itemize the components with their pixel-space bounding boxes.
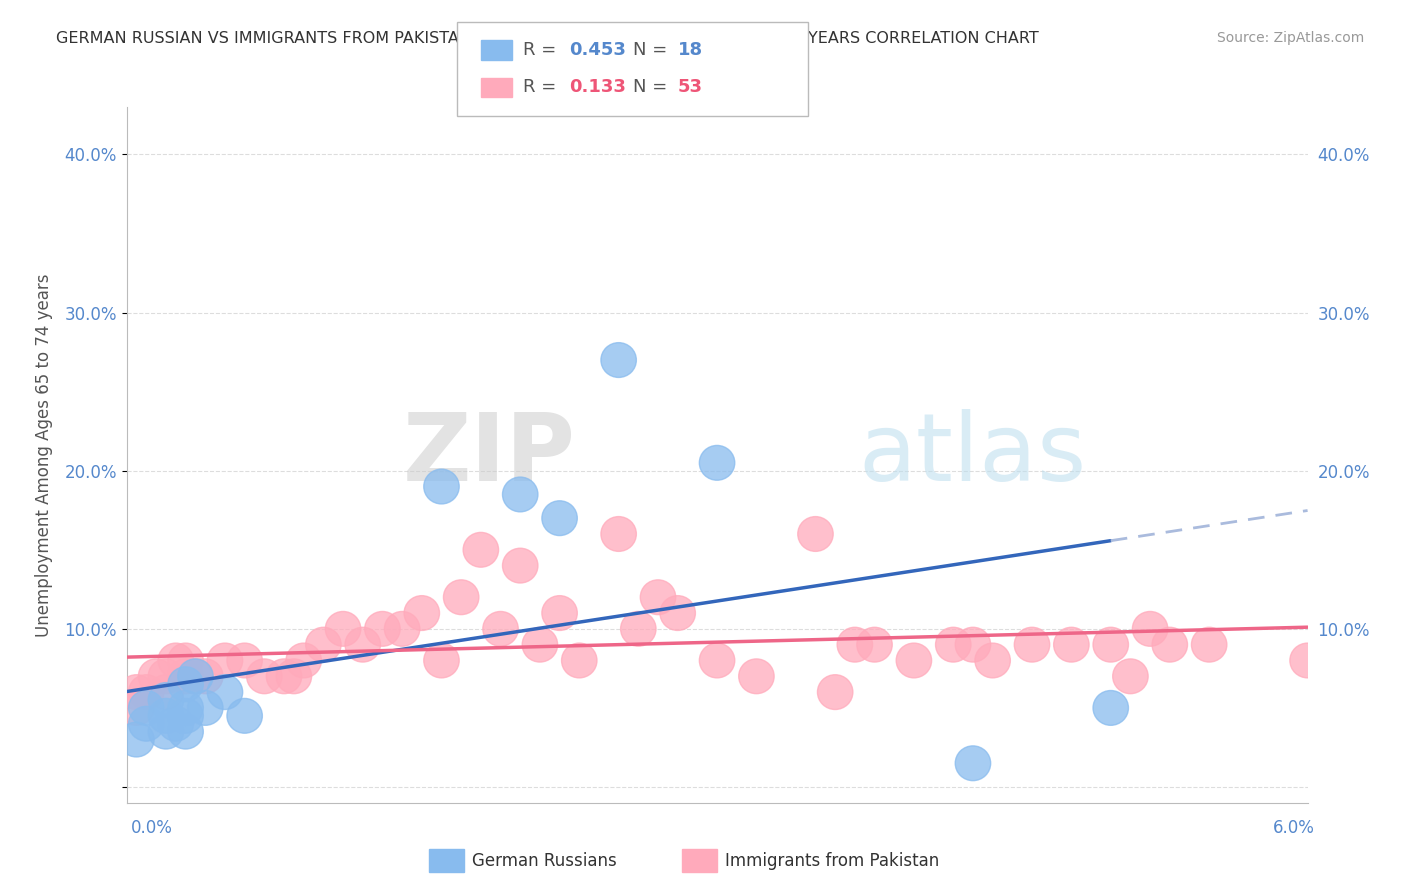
Ellipse shape <box>620 612 657 646</box>
Ellipse shape <box>423 469 460 504</box>
Ellipse shape <box>935 627 972 662</box>
Ellipse shape <box>955 746 991 780</box>
Ellipse shape <box>699 445 735 480</box>
Text: atlas: atlas <box>859 409 1087 501</box>
Text: 0.0%: 0.0% <box>131 819 173 837</box>
Ellipse shape <box>246 659 283 694</box>
Ellipse shape <box>226 643 263 678</box>
Ellipse shape <box>482 612 519 646</box>
Text: R =: R = <box>523 41 562 59</box>
Ellipse shape <box>157 706 194 741</box>
Ellipse shape <box>118 723 155 757</box>
Ellipse shape <box>1152 627 1188 662</box>
Ellipse shape <box>502 477 538 512</box>
Text: Immigrants from Pakistan: Immigrants from Pakistan <box>725 852 939 870</box>
Ellipse shape <box>659 596 696 631</box>
Ellipse shape <box>167 643 204 678</box>
Ellipse shape <box>187 659 224 694</box>
Ellipse shape <box>305 627 342 662</box>
Ellipse shape <box>837 627 873 662</box>
Ellipse shape <box>561 643 598 678</box>
Text: R =: R = <box>523 78 562 96</box>
Ellipse shape <box>177 659 214 694</box>
Text: Source: ZipAtlas.com: Source: ZipAtlas.com <box>1216 31 1364 45</box>
Ellipse shape <box>128 706 165 741</box>
Ellipse shape <box>443 580 479 615</box>
Ellipse shape <box>157 643 194 678</box>
Ellipse shape <box>1092 690 1129 725</box>
Text: 6.0%: 6.0% <box>1272 819 1315 837</box>
Ellipse shape <box>797 516 834 551</box>
Ellipse shape <box>226 698 263 733</box>
Ellipse shape <box>955 627 991 662</box>
Y-axis label: Unemployment Among Ages 65 to 74 years: Unemployment Among Ages 65 to 74 years <box>35 273 53 637</box>
Ellipse shape <box>522 627 558 662</box>
Ellipse shape <box>325 612 361 646</box>
Ellipse shape <box>640 580 676 615</box>
Ellipse shape <box>600 343 637 377</box>
Text: N =: N = <box>633 78 672 96</box>
Ellipse shape <box>285 643 322 678</box>
Ellipse shape <box>1112 659 1149 694</box>
Ellipse shape <box>1092 627 1129 662</box>
Ellipse shape <box>177 659 214 694</box>
Ellipse shape <box>463 533 499 567</box>
Ellipse shape <box>1132 612 1168 646</box>
Ellipse shape <box>1014 627 1050 662</box>
Text: 53: 53 <box>678 78 703 96</box>
Ellipse shape <box>1053 627 1090 662</box>
Ellipse shape <box>167 698 204 733</box>
Ellipse shape <box>148 674 184 709</box>
Ellipse shape <box>974 643 1011 678</box>
Ellipse shape <box>118 690 155 725</box>
Text: GERMAN RUSSIAN VS IMMIGRANTS FROM PAKISTAN UNEMPLOYMENT AMONG AGES 65 TO 74 YEAR: GERMAN RUSSIAN VS IMMIGRANTS FROM PAKIST… <box>56 31 1039 46</box>
Text: ZIP: ZIP <box>402 409 575 501</box>
Ellipse shape <box>128 690 165 725</box>
Ellipse shape <box>207 643 243 678</box>
Ellipse shape <box>404 596 440 631</box>
Text: 0.133: 0.133 <box>569 78 626 96</box>
Ellipse shape <box>148 698 184 733</box>
Ellipse shape <box>1191 627 1227 662</box>
Ellipse shape <box>167 714 204 749</box>
Ellipse shape <box>266 659 302 694</box>
Ellipse shape <box>167 690 204 725</box>
Ellipse shape <box>148 682 184 717</box>
Ellipse shape <box>699 643 735 678</box>
Ellipse shape <box>138 659 174 694</box>
Text: 0.453: 0.453 <box>569 41 626 59</box>
Ellipse shape <box>207 674 243 709</box>
Ellipse shape <box>502 549 538 583</box>
Ellipse shape <box>364 612 401 646</box>
Ellipse shape <box>1289 643 1326 678</box>
Ellipse shape <box>541 596 578 631</box>
Ellipse shape <box>148 659 184 694</box>
Ellipse shape <box>344 627 381 662</box>
Ellipse shape <box>167 659 204 694</box>
Ellipse shape <box>541 500 578 535</box>
Ellipse shape <box>148 714 184 749</box>
Text: N =: N = <box>633 41 672 59</box>
Ellipse shape <box>167 667 204 702</box>
Ellipse shape <box>896 643 932 678</box>
Ellipse shape <box>423 643 460 678</box>
Ellipse shape <box>738 659 775 694</box>
Ellipse shape <box>187 690 224 725</box>
Ellipse shape <box>817 674 853 709</box>
Ellipse shape <box>276 659 312 694</box>
Text: 18: 18 <box>678 41 703 59</box>
Ellipse shape <box>384 612 420 646</box>
Ellipse shape <box>128 674 165 709</box>
Ellipse shape <box>118 674 155 709</box>
Ellipse shape <box>600 516 637 551</box>
Ellipse shape <box>856 627 893 662</box>
Text: German Russians: German Russians <box>472 852 617 870</box>
